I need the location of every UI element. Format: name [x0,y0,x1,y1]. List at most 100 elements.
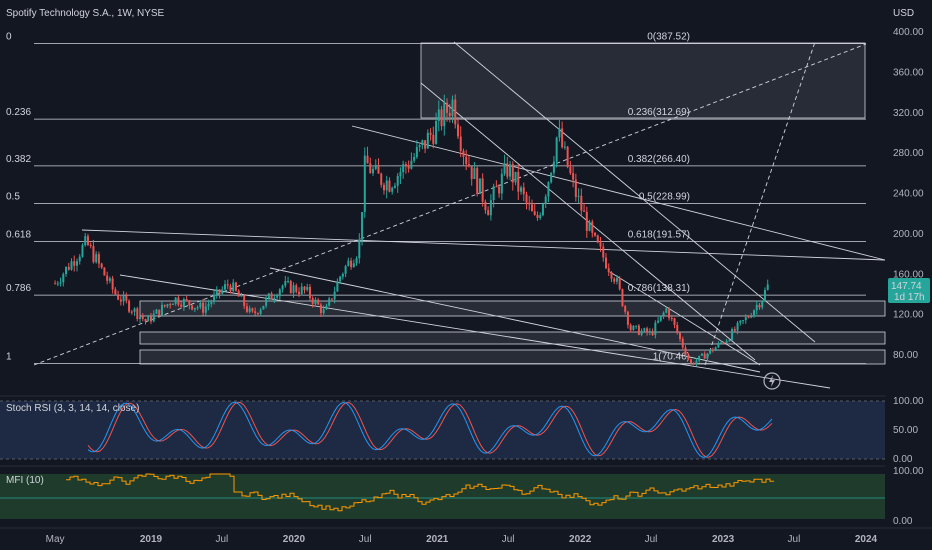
support-zones [139,42,886,365]
candle-body [218,289,221,294]
candle-body [374,164,377,169]
price-tick: 200.00 [893,229,924,240]
candle-body [185,298,188,301]
candle-body [594,232,597,236]
candle-body [287,280,290,282]
candle-body [81,245,84,257]
candle-body [421,140,424,146]
candle-body [65,266,68,275]
candle-body [637,325,640,335]
candle-body [215,289,218,295]
price-axis[interactable]: 400.00 360.00 320.00 280.00 240.00 200.00 160.… [893,27,924,361]
candle-body [700,353,703,356]
candle-body [539,215,542,218]
candle-body [404,164,407,167]
mfi-line [66,473,774,512]
candle-body [144,318,147,322]
candle-body [347,260,350,267]
candle-body [511,164,514,183]
candle-body [522,187,525,195]
candle-body [366,155,369,164]
candle-body [182,298,185,307]
candle-body [440,109,443,127]
rsi-tick-50: 50.00 [893,425,918,436]
candle-body [687,355,690,360]
trend-line [704,41,816,366]
candle-body [462,150,465,157]
candle-body [640,330,643,335]
candle-body [470,166,473,180]
fib-ratio-label: 0.786 [6,283,31,294]
mfi-pane[interactable]: MFI (10) 100.00 0.00 [0,465,924,527]
candle-body [514,171,517,183]
candle-body [676,324,679,334]
candle-body [536,214,539,218]
trend-line [81,229,886,261]
candle-body [355,258,358,264]
candle-body [289,280,292,294]
candle-body [689,359,692,364]
candle-body [720,342,723,344]
candle-body [284,281,287,286]
candle-body [259,309,262,315]
candle-body [456,124,459,137]
candle-body [350,260,353,268]
candle-body [503,163,506,174]
candle-body [262,305,265,310]
candle-body [563,146,566,148]
fib-value-label: 0.786(138.31) [628,283,690,294]
candle-body [544,196,547,205]
candle-body [473,168,476,180]
candle-body [92,246,95,263]
alert-icon[interactable] [763,372,781,390]
candle-body [478,178,481,194]
candle-body [207,304,210,307]
candle-body [517,171,520,192]
time-tick: 2023 [712,534,735,545]
candle-body [673,318,676,325]
candle-body [558,128,561,138]
candle-body [402,164,405,173]
candle-body [629,324,632,331]
candle-body [130,311,133,313]
candle-body [728,340,731,342]
candle-body [339,276,342,282]
candle-body [128,300,131,312]
candle-body [202,302,205,313]
candle-body [221,289,224,294]
stoch-rsi-pane[interactable]: Stoch RSI (3, 3, 14, 14, close) 100.00 5… [0,395,924,465]
candle-body [160,304,163,316]
trend-lines[interactable] [33,41,886,389]
candle-body [150,315,152,322]
candle-body [125,295,128,301]
candle-body [432,134,435,144]
time-tick: 2022 [569,534,592,545]
candle-body [265,298,268,306]
time-tick: 2024 [855,534,878,545]
fib-retracement[interactable]: 0 0(387.52) 0.236 0.236(312.69) 0.382 0.382(2… [6,32,866,365]
candle-body [443,102,446,127]
candle-body [166,304,169,307]
candle-body [415,147,418,158]
candle-body [429,132,432,135]
time-axis[interactable]: May 2019 Jul 2020 Jul 2021 Jul 2022 Jul 2023 Jul 20… [46,534,878,545]
candle-body [369,163,372,174]
candle-body [509,164,512,177]
candle-body [89,244,92,247]
candle-body [317,299,320,305]
candle-body [248,308,251,312]
candle-body [295,285,298,292]
candle-body [465,156,468,165]
candle-body [489,200,492,216]
candle-body [755,304,758,311]
candle-body [97,254,100,264]
time-tick: Jul [645,534,658,545]
candle-body [569,167,572,174]
candle-body [725,340,728,344]
candle-body [607,268,610,273]
candle-body [602,246,605,258]
candle-body [624,306,627,312]
candle-body [626,311,629,325]
candle-body [234,282,237,291]
